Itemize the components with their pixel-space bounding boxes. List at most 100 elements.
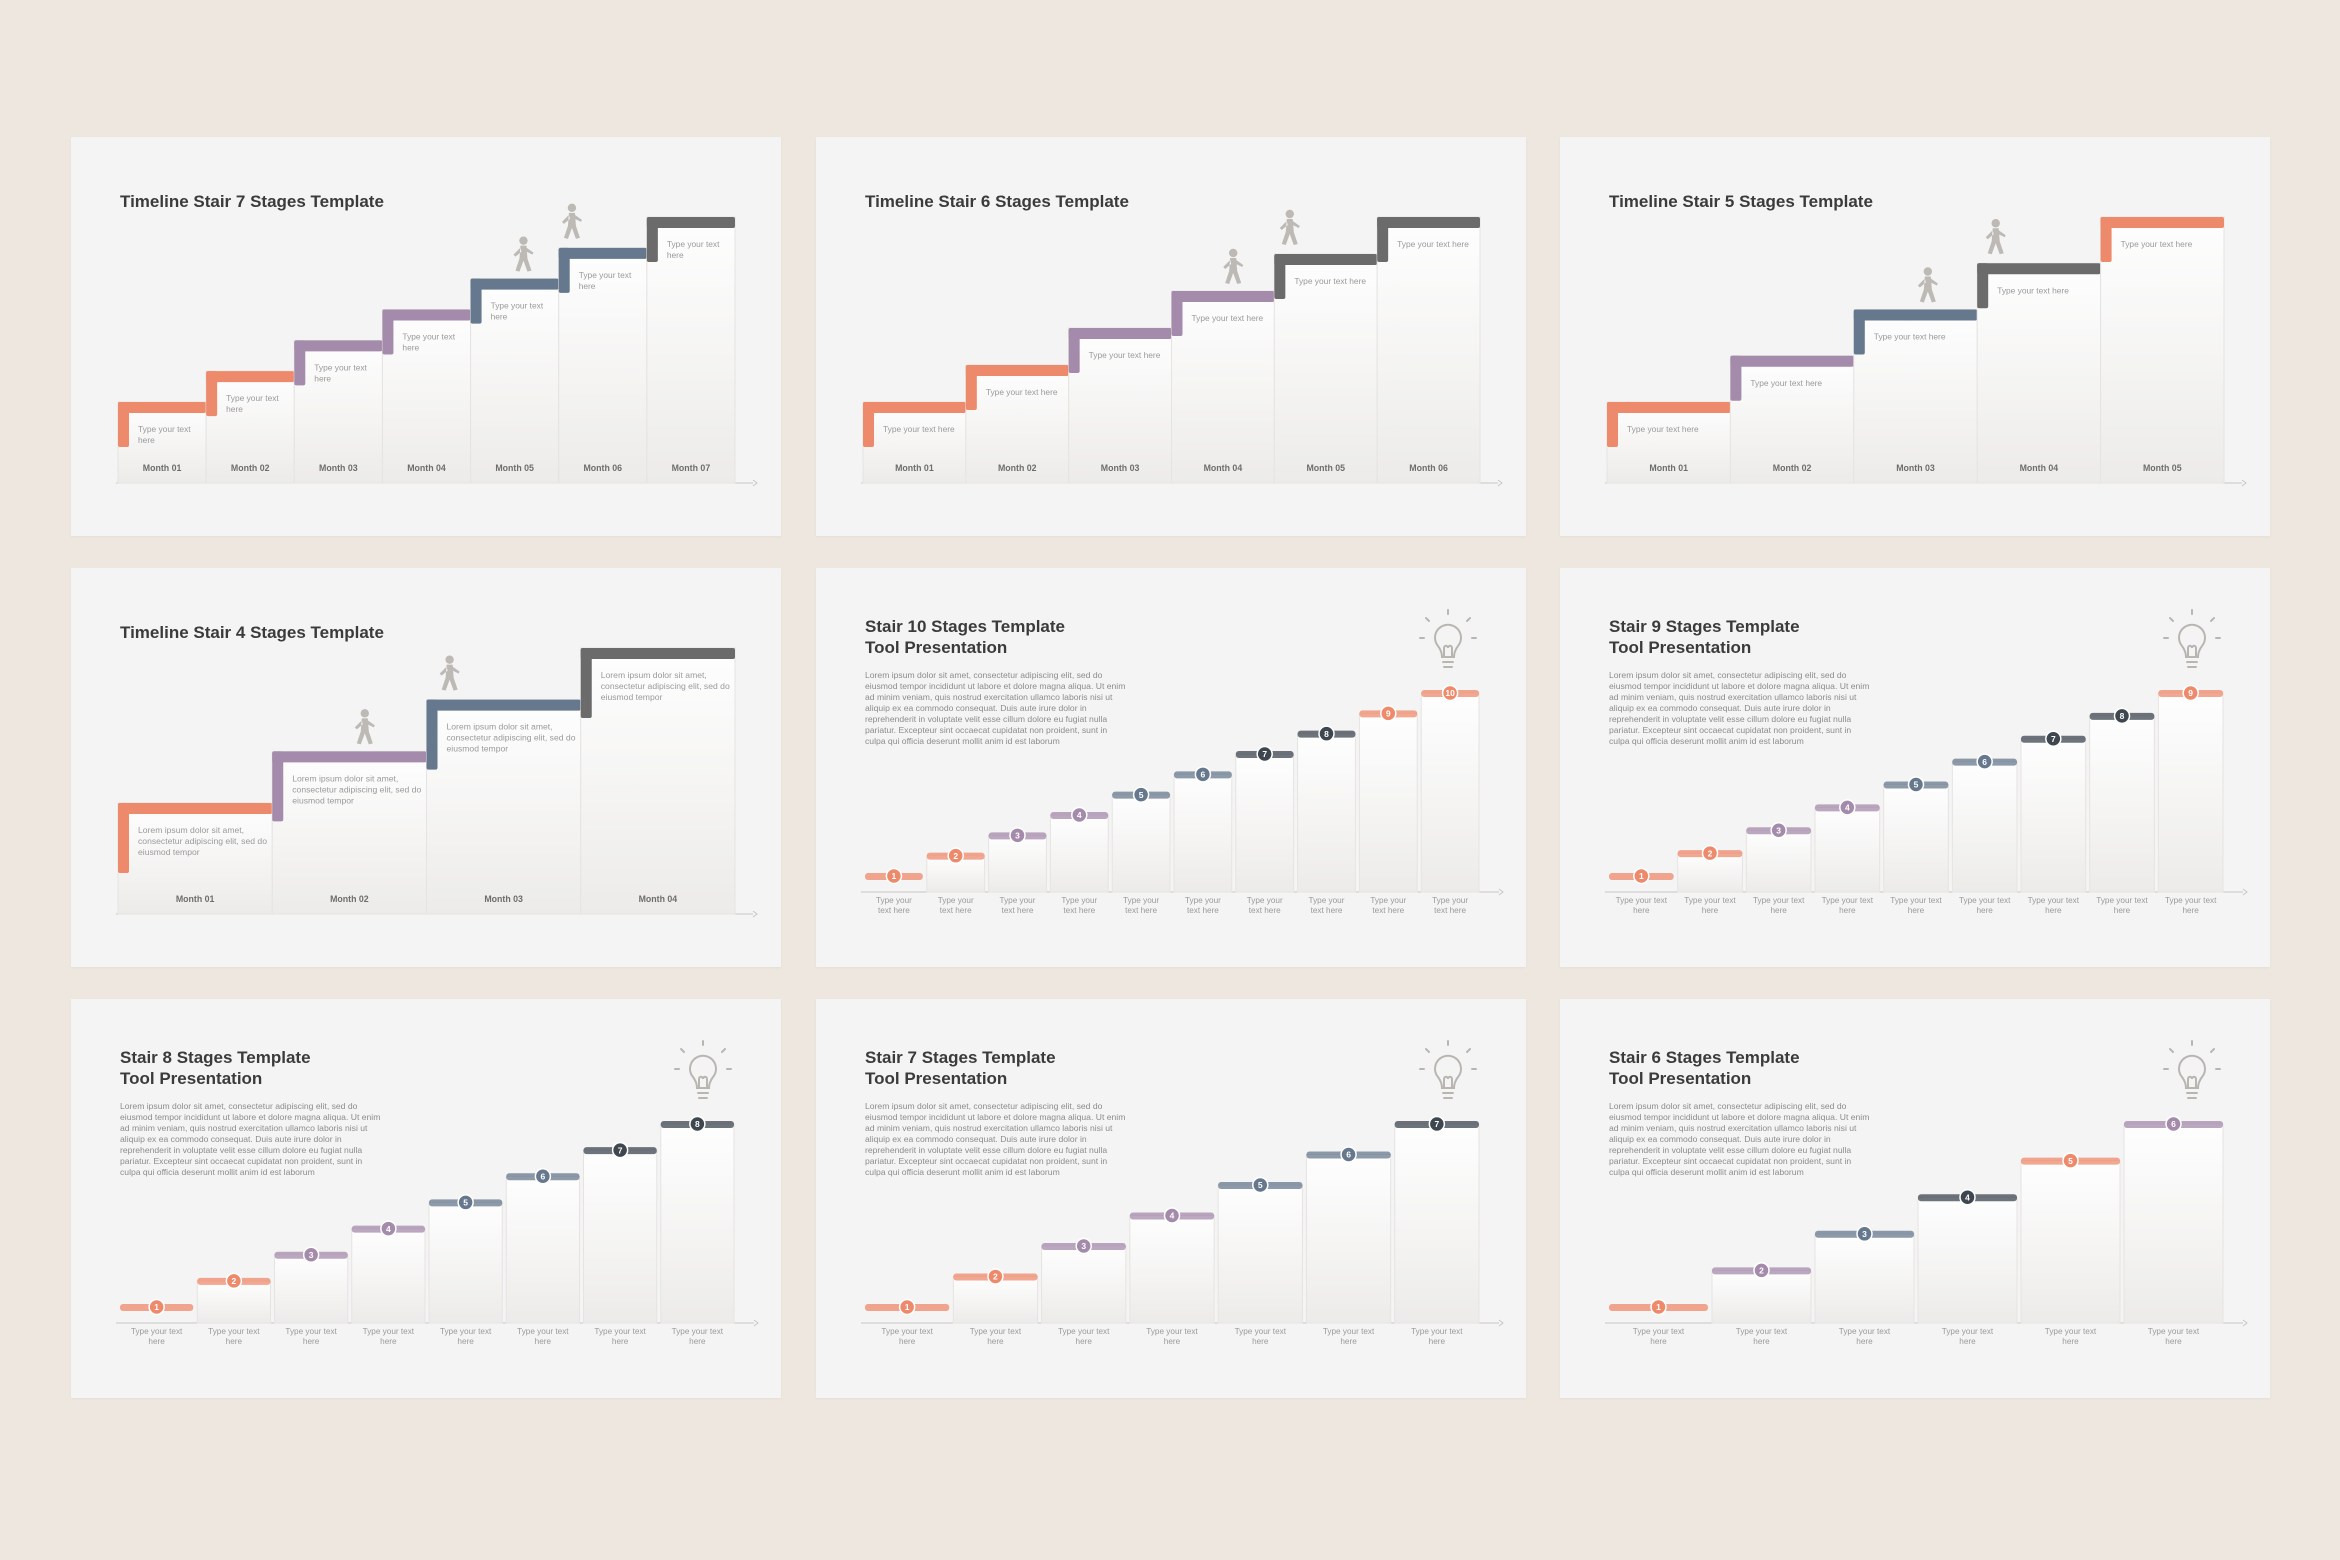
step-number-badge	[1633, 867, 1650, 885]
slide-body-text: Lorem ipsum dolor sit amet, consectetur …	[120, 1101, 381, 1177]
slide-stair-6[interactable]: Stair 6 Stages Template Tool Presentatio…	[1560, 999, 2270, 1398]
step-number-badge	[947, 847, 964, 864]
step-label: here	[1340, 1337, 1357, 1346]
stage-text: Type your text here	[1750, 378, 1822, 388]
step-number-badge	[1163, 1207, 1181, 1224]
stair-column	[1711, 1269, 1812, 1324]
stage-text: Lorem ipsum dolor sit amet,	[138, 825, 244, 835]
month-label: Month 03	[484, 894, 523, 904]
stage-text: eiusmod tempor	[292, 795, 354, 805]
step-label: Type your text	[1616, 896, 1668, 905]
stair-column	[428, 1201, 503, 1324]
step-number-badge	[1340, 1146, 1357, 1163]
stair-bar	[272, 751, 427, 763]
step-label: Type your text	[1890, 896, 1942, 905]
stair-column	[271, 750, 427, 915]
slide-stair-8[interactable]: Stair 8 Stages Template Tool Presentatio…	[71, 999, 781, 1398]
stair-column	[1976, 262, 2102, 484]
stair-leg	[965, 365, 977, 410]
stair-column	[1041, 1245, 1127, 1324]
step-label: Type your text	[1839, 1327, 1891, 1336]
slide-title: Timeline Stair 7 Stages Template	[120, 192, 384, 211]
stair-bar	[118, 803, 273, 814]
step-label: here	[148, 1337, 165, 1346]
stair-column	[1111, 794, 1171, 893]
step-label: Type your text	[208, 1327, 260, 1336]
month-label: Month 05	[1306, 463, 1345, 473]
step-label: here	[380, 1337, 397, 1346]
step-label: here	[2062, 1337, 2079, 1346]
slide-stair-9[interactable]: Stair 9 Stages Template Tool Presentatio…	[1560, 568, 2270, 967]
step-number: 3	[1776, 825, 1781, 835]
slide-title: Stair 6 Stages Template Tool Presentatio…	[1609, 1047, 1800, 1089]
slide-title-line1: Stair 10 Stages Template	[865, 617, 1065, 636]
slide-body-text: Lorem ipsum dolor sit amet, consectetur …	[865, 1101, 1126, 1177]
slide-stair-7[interactable]: Stair 7 Stages Template Tool Presentatio…	[816, 999, 1526, 1398]
step-label: Type your text	[2028, 896, 2080, 905]
step-number-badge	[2045, 730, 2062, 747]
slide-timeline-6[interactable]: Timeline Stair 6 Stages Template Type yo…	[816, 137, 1526, 536]
stair-leg	[580, 648, 592, 718]
stair-leg	[1607, 402, 1618, 447]
stair-column	[580, 647, 736, 915]
step-label: Type your text	[1411, 1327, 1463, 1336]
slide-timeline-4[interactable]: Timeline Stair 4 Stages Template Lorem i…	[71, 568, 781, 967]
stair-bar	[2100, 217, 2224, 228]
stage-text: Lorem ipsum dolor sit amet,	[447, 722, 553, 732]
slide-body-text: Lorem ipsum dolor sit amet, consectetur …	[1609, 1101, 1870, 1177]
step-label: here	[1076, 1337, 1093, 1346]
stair-column	[660, 1123, 735, 1324]
month-label: Month 01	[176, 894, 215, 904]
slide-timeline-5[interactable]: Timeline Stair 5 Stages Template Type yo…	[1560, 137, 2270, 536]
step-label: here	[1702, 906, 1719, 915]
step-number: 1	[905, 1302, 910, 1312]
step-number: 1	[1656, 1302, 1661, 1312]
stair-column	[1217, 1184, 1303, 1324]
step-number-badge	[1380, 705, 1397, 722]
stair-column	[1358, 712, 1418, 893]
step-label: text here	[878, 906, 910, 915]
stage-text: consectetur adipiscing elit, sed do	[447, 733, 576, 743]
stair-leg	[646, 217, 658, 262]
climbing-person-icon	[439, 655, 460, 691]
slide-timeline-7[interactable]: Timeline Stair 7 Stages Template Type yo…	[71, 137, 781, 536]
step-number: 4	[1965, 1192, 1970, 1202]
lightbulb-icon	[674, 1040, 732, 1099]
step-number: 5	[463, 1198, 468, 1208]
step-number-badge	[1132, 786, 1150, 803]
walking-person-icon	[1223, 248, 1244, 284]
lightbulb-icon	[2163, 609, 2221, 668]
slide-stair-10[interactable]: Stair 10 Stages Template Tool Presentati…	[816, 568, 1526, 967]
step-label: Type your text	[2148, 1327, 2200, 1336]
stage-text: here	[402, 343, 419, 353]
stage-text: here	[314, 373, 331, 383]
stair-column	[1049, 814, 1109, 893]
step-number-badge	[2182, 684, 2199, 702]
step-label: Type your	[1000, 896, 1036, 905]
stair-column	[505, 1175, 580, 1324]
stair-bar	[965, 365, 1069, 376]
step-number: 6	[1201, 770, 1206, 780]
step-label: here	[1959, 1337, 1976, 1346]
step-number: 6	[1346, 1150, 1351, 1160]
step-label: Type your text	[517, 1327, 569, 1336]
stair-column	[1273, 253, 1378, 484]
slide-title-line1: Stair 6 Stages Template	[1609, 1048, 1800, 1067]
stage-text: eiusmod tempor	[601, 692, 663, 702]
month-label: Month 04	[1204, 463, 1243, 473]
step-label: Type your text	[2165, 896, 2217, 905]
stair-leg	[294, 340, 306, 386]
walking-person-icon	[513, 236, 534, 272]
month-label: Month 01	[1649, 463, 1688, 473]
month-label: Month 04	[2020, 463, 2059, 473]
step-number-badge	[148, 1298, 165, 1316]
step-number: 1	[892, 871, 897, 881]
step-label: Type your text	[440, 1327, 492, 1336]
step-number: 5	[1258, 1180, 1263, 1190]
stair-leg	[1274, 254, 1286, 299]
stair-leg	[2100, 217, 2112, 262]
month-label: Month 02	[330, 894, 369, 904]
step-label: text here	[1372, 906, 1404, 915]
